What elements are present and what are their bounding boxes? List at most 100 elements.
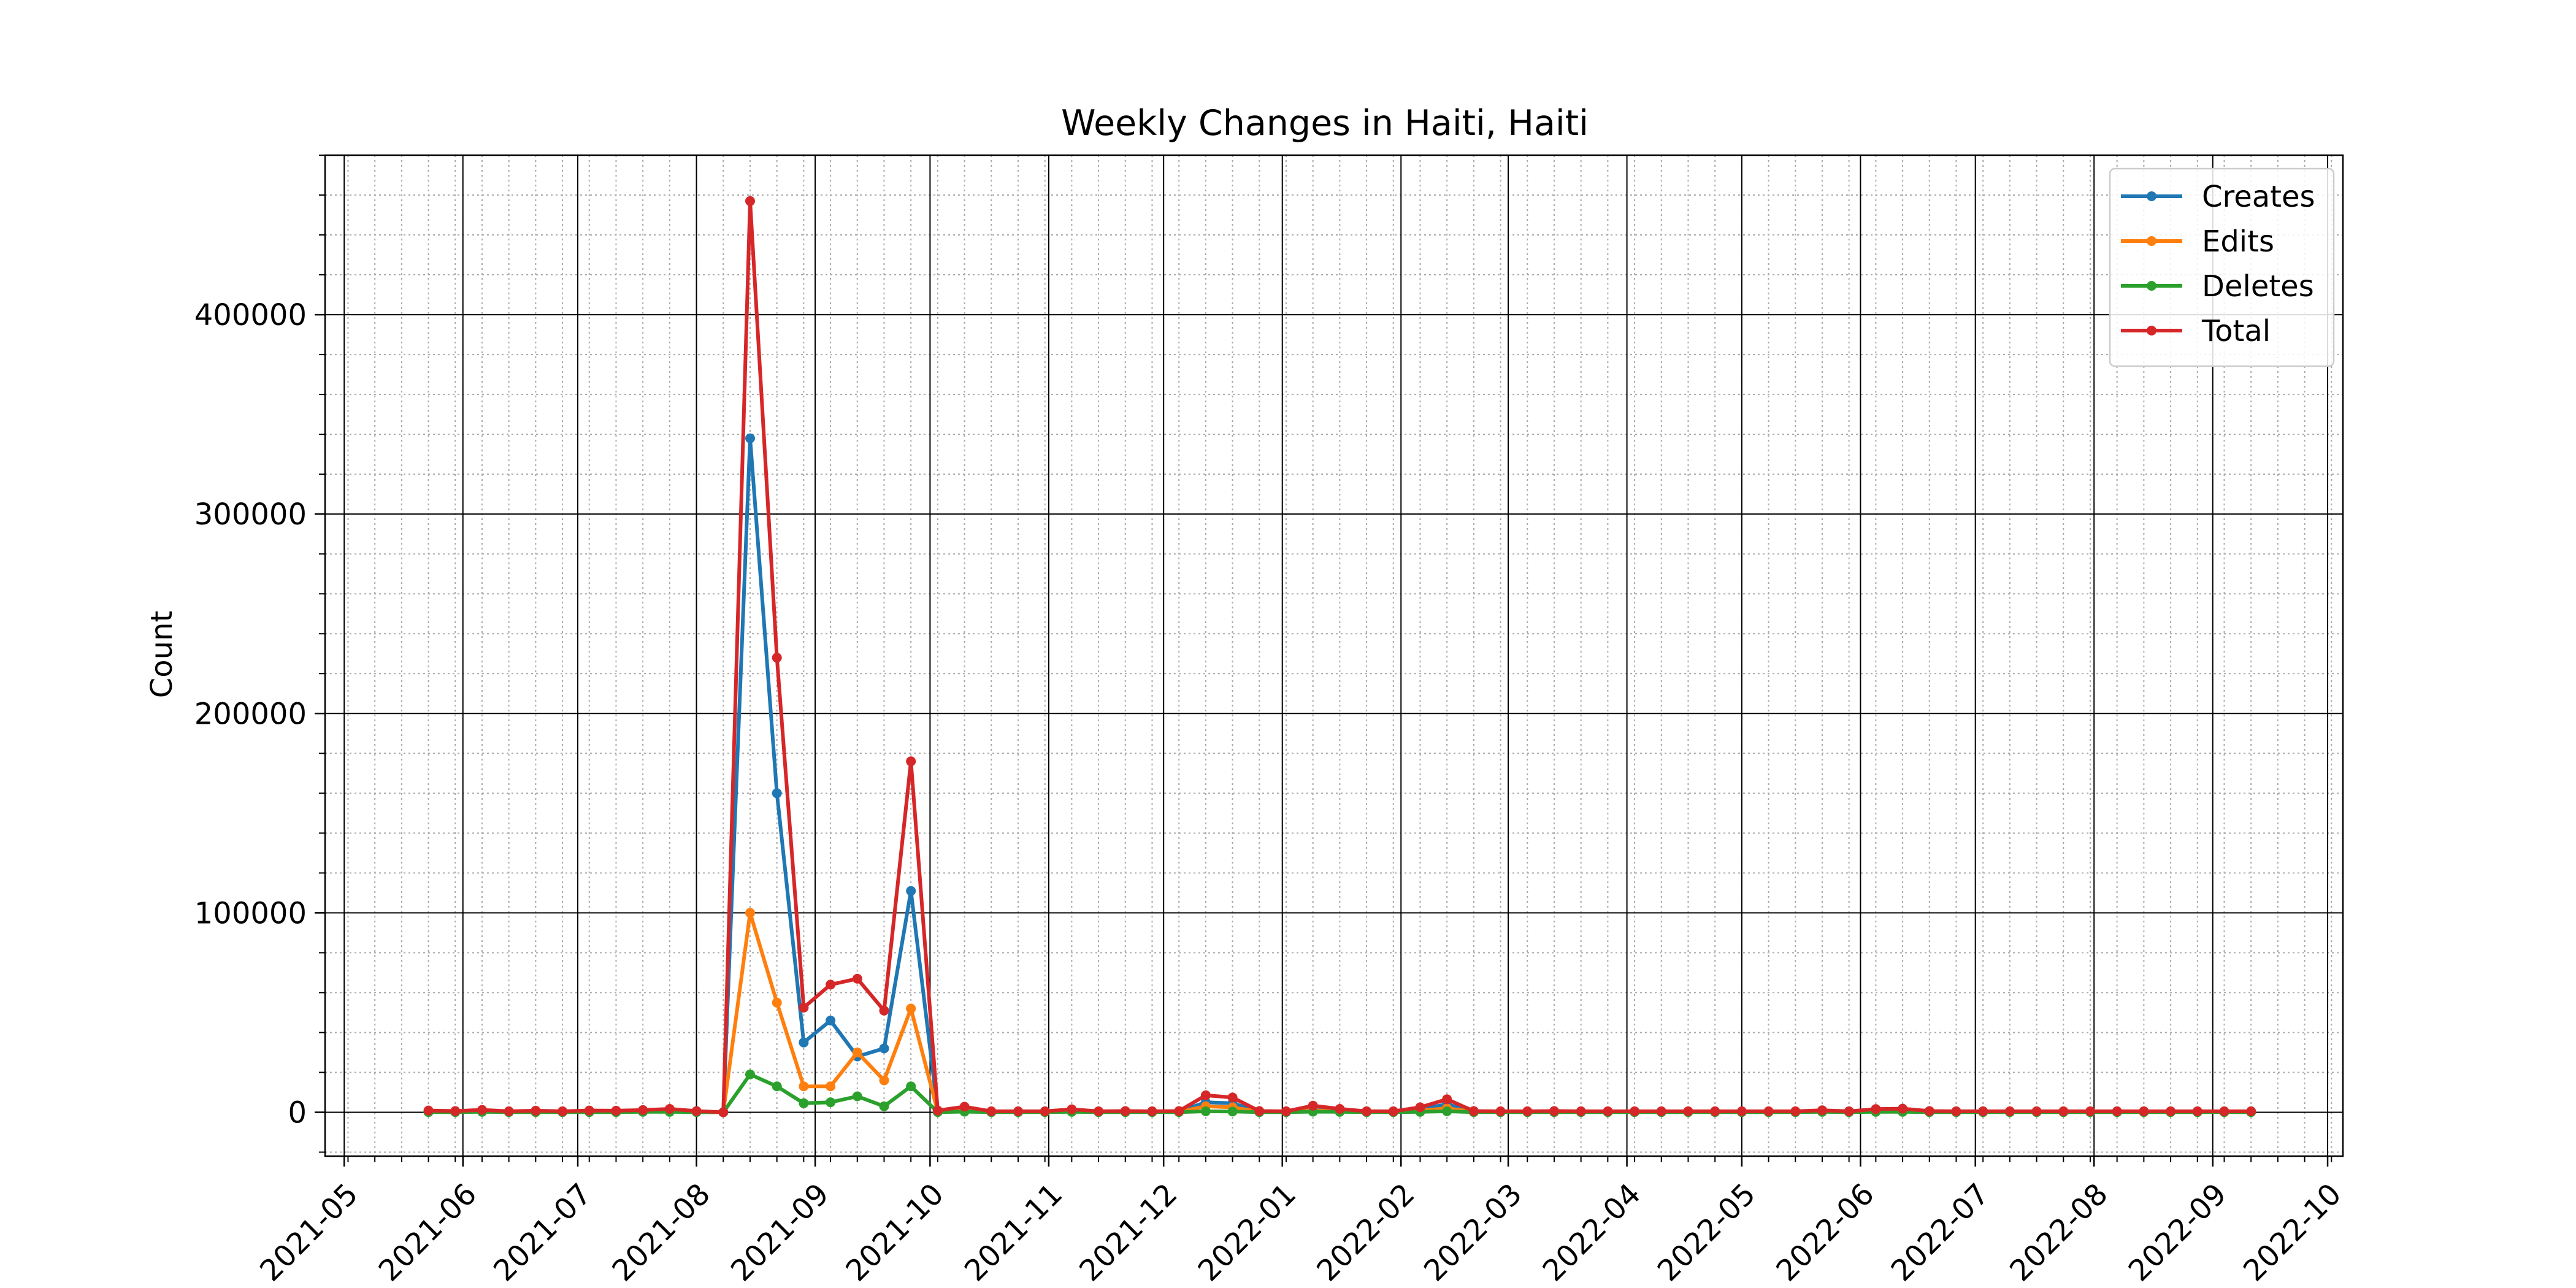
data-point-total [1924,1106,1934,1116]
data-point-total [1576,1106,1586,1116]
data-point-total [1630,1106,1640,1116]
data-point-total [826,979,836,990]
data-point-total [1120,1106,1130,1116]
data-point-total [879,1005,889,1016]
legend: Creates Edits Deletes Total [2109,167,2335,367]
data-point-total [1254,1106,1265,1116]
y-tick-label: 0 [288,1095,307,1130]
x-tick-label: 2022-06 [1769,1177,1880,1288]
data-point-total [1442,1094,1452,1105]
plot-frame [324,154,2344,1157]
x-tick-label: 2022-10 [2237,1177,2348,1288]
data-point-total [1281,1106,1291,1116]
data-point-deletes [879,1101,889,1111]
data-point-total [906,756,916,767]
legend-label-total: Total [2201,314,2271,348]
legend-marker-creates [2147,191,2156,201]
y-tick-label: 100000 [194,896,307,930]
data-point-creates [906,886,916,896]
data-point-creates [826,1015,836,1025]
x-tick-label: 2022-09 [2122,1177,2233,1288]
data-point-total [1094,1106,1104,1116]
data-point-total [959,1102,970,1112]
data-point-deletes [852,1091,862,1102]
data-point-deletes [826,1097,836,1108]
data-point-total [932,1105,943,1116]
x-tick-label: 2021-05 [253,1177,364,1288]
data-point-creates [772,788,782,799]
data-point-total [1308,1100,1318,1111]
data-point-total [1790,1106,1801,1116]
data-point-total [1603,1106,1613,1116]
data-point-deletes [745,1069,755,1079]
data-point-creates [879,1043,889,1054]
data-point-total [2192,1106,2202,1116]
x-tick-label: 2021-09 [724,1177,835,1288]
data-point-total [799,1002,809,1013]
data-point-total [611,1105,621,1116]
data-point-total [1227,1092,1238,1103]
x-tick-label: 2021-11 [958,1177,1069,1288]
series-edits [423,908,2256,1117]
y-tick-label: 200000 [194,697,307,731]
x-tick-label: 2022-02 [1310,1177,1421,1288]
data-point-total [1683,1106,1693,1116]
data-point-total [558,1106,568,1116]
data-point-total [718,1107,729,1117]
data-point-total [2058,1106,2069,1116]
data-point-total [745,196,755,206]
data-point-deletes [1227,1106,1238,1117]
data-point-deletes [1442,1106,1452,1116]
data-point-total [2219,1106,2229,1116]
data-point-creates [745,433,755,443]
data-point-edits [745,908,755,918]
data-point-edits [799,1081,809,1092]
data-point-total [477,1105,487,1115]
chart-title: Weekly Changes in Haiti, Haiti [1061,103,1589,144]
data-point-total [2112,1106,2122,1116]
data-point-total [1468,1106,1479,1116]
series-layer [423,196,2256,1117]
data-point-deletes [772,1081,782,1092]
x-tick-label: 2021-06 [372,1177,483,1288]
x-tick-label: 2022-07 [1885,1177,1996,1288]
data-point-total [1147,1106,1157,1116]
legend-label-edits: Edits [2202,224,2274,259]
data-point-total [531,1105,541,1116]
data-point-edits [906,1003,916,1014]
axis-ticks [315,155,2333,1167]
x-tick-label: 2021-10 [839,1177,950,1288]
data-point-deletes [1200,1106,1211,1116]
x-tick-label: 2021-08 [606,1177,717,1288]
x-tick-label: 2022-01 [1192,1177,1303,1288]
legend-label-creates: Creates [2202,180,2315,214]
data-point-total [423,1105,434,1116]
data-point-total [2246,1106,2256,1116]
data-point-total [1951,1106,1961,1116]
data-point-total [584,1105,594,1116]
data-point-total [1388,1106,1398,1116]
data-point-total [1898,1103,1908,1114]
legend-marker-total [2147,326,2156,335]
data-point-total [1736,1106,1747,1116]
data-point-total [664,1104,675,1114]
x-tick-label: 2021-07 [487,1177,598,1288]
data-point-total [2004,1106,2015,1116]
data-point-total [1522,1106,1533,1116]
data-point-total [2139,1106,2149,1116]
data-point-total [2031,1106,2042,1116]
data-point-edits [826,1081,836,1092]
data-point-total [1415,1102,1425,1113]
data-point-total [1817,1105,1827,1116]
major-grid [325,155,2343,1156]
y-tick-label: 300000 [194,497,307,532]
data-point-total [1067,1104,1077,1114]
data-point-total [1710,1106,1720,1116]
data-point-total [1013,1106,1023,1116]
series-total [423,196,2256,1117]
data-point-total [1040,1106,1050,1116]
data-point-deletes [906,1081,916,1092]
data-point-total [638,1105,648,1115]
data-point-edits [772,997,782,1008]
